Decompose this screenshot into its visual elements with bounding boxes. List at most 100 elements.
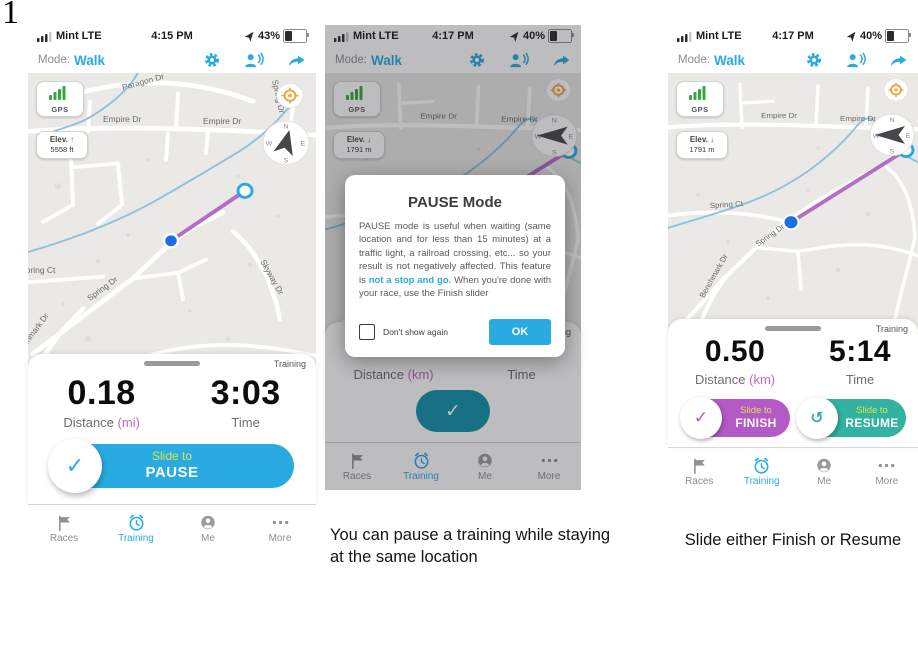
finish-text: FINISH <box>735 415 777 430</box>
ok-button[interactable]: OK <box>489 319 551 345</box>
slide-to-finish-slider[interactable]: ✓ Slide to FINISH <box>680 397 790 439</box>
cellular-signal-icon <box>677 31 692 42</box>
tab-training-label: Training <box>743 475 780 487</box>
drag-handle[interactable] <box>765 326 821 331</box>
elev-value: 1791 m <box>346 145 372 154</box>
slide-to-text: Slide to <box>856 404 888 416</box>
voice-coach-icon[interactable] <box>244 52 264 69</box>
mode-label: Mode: <box>38 54 70 66</box>
location-arrow-icon <box>846 31 856 42</box>
elevation-badge: Elev. ↓ 1791 m <box>676 131 728 159</box>
settings-gear-icon[interactable] <box>805 51 823 69</box>
resume-history-icon: ↺ <box>810 410 824 427</box>
battery-percent: 43% <box>257 30 280 42</box>
slide-to-resume-slider[interactable]: ↺ Slide to RESUME <box>796 397 906 439</box>
training-bottom-sheet: Training 0.18 Distance (mi) 3:03 Time Sl… <box>28 354 316 504</box>
alarm-clock-icon <box>414 452 428 469</box>
elev-up-arrow-icon: ↑ <box>70 135 75 144</box>
mode-value-walk[interactable]: Walk <box>713 52 745 68</box>
compass-w: W <box>873 133 880 140</box>
dialog-body-text: PAUSE mode is useful when waiting (same … <box>359 221 551 286</box>
share-arrow-icon[interactable] <box>889 52 908 68</box>
dont-show-again-label: Don't show again <box>383 327 448 337</box>
locate-button[interactable] <box>545 78 572 102</box>
tab-training-label: Training <box>118 532 154 544</box>
route-line <box>169 189 247 243</box>
tab-races-label: Races <box>49 532 79 544</box>
compass-s: S <box>890 149 895 156</box>
tab-bar: Races Training Me More <box>325 442 581 490</box>
street-label-spring-ct: Spring Ct <box>709 199 744 210</box>
share-arrow-icon[interactable] <box>287 52 306 68</box>
street-label-empire-2: Empire Dr <box>501 115 538 124</box>
more-dots-icon <box>272 520 288 524</box>
tab-more[interactable]: More <box>517 443 581 490</box>
status-bar: Mint LTE 4:17 PM 40% <box>668 25 918 47</box>
compass-n: N <box>889 117 894 124</box>
location-arrow-icon <box>244 31 254 42</box>
tab-me[interactable]: Me <box>453 443 517 490</box>
settings-gear-icon[interactable] <box>468 51 486 69</box>
route-end-circle <box>236 182 254 199</box>
check-icon: ✓ <box>693 408 709 427</box>
pause-slider-knob[interactable]: ✓ <box>48 439 102 493</box>
tab-more-label: More <box>537 470 561 482</box>
tab-more[interactable]: More <box>244 505 316 552</box>
voice-coach-icon[interactable] <box>509 52 529 69</box>
finish-slider-knob[interactable]: ✓ <box>680 397 722 439</box>
mode-value-walk[interactable]: Walk <box>73 52 105 68</box>
route-line <box>789 148 908 224</box>
dont-show-again-checkbox[interactable] <box>359 324 375 340</box>
slide-to-text: Slide to <box>740 404 772 416</box>
alarm-clock-icon <box>754 457 769 474</box>
tab-me-label: Me <box>817 475 832 487</box>
tab-me[interactable]: Me <box>793 448 856 495</box>
compass[interactable]: N W E S <box>869 113 915 157</box>
slide-to-pause-slider[interactable]: Slide to PAUSE ✓ <box>48 439 294 493</box>
collapsed-slider-button[interactable]: ✓ <box>416 390 490 432</box>
settings-gear-icon[interactable] <box>203 51 221 69</box>
flag-icon <box>351 453 363 469</box>
elev-down-arrow-icon: ↓ <box>367 135 372 144</box>
tab-more[interactable]: More <box>856 448 918 495</box>
compass[interactable]: N W E S <box>262 120 310 165</box>
tab-races[interactable]: Races <box>28 505 100 552</box>
map-view[interactable]: Paragon Dr Empire Dr Empire Dr Spring Dr… <box>28 73 316 368</box>
gps-bars-icon <box>346 86 363 100</box>
dialog-title: PAUSE Mode <box>408 194 502 211</box>
cellular-signal-icon <box>334 31 349 42</box>
tab-races[interactable]: Races <box>668 448 731 495</box>
drag-handle[interactable] <box>144 361 200 366</box>
tab-races[interactable]: Races <box>325 443 389 490</box>
locate-button[interactable] <box>276 82 304 109</box>
locate-button[interactable] <box>883 78 909 102</box>
resume-slider-knob[interactable]: ↺ <box>796 397 838 439</box>
caption-finish-resume: Slide either Finish or Resume <box>684 531 902 549</box>
distance-value: 0.50 <box>704 335 766 368</box>
map-view[interactable]: Empire Dr Empire Dr Spring Ct Spring Dr … <box>668 73 918 333</box>
tab-training-label: Training <box>403 470 439 482</box>
street-label-empire-1: Empire Dr <box>761 111 797 120</box>
mode-value-walk[interactable]: Walk <box>370 52 402 68</box>
gps-signal-badge: GPS <box>676 81 724 117</box>
compass-s: S <box>284 158 289 165</box>
tab-races-label: Races <box>342 470 372 482</box>
compass[interactable]: N W E S <box>531 114 578 158</box>
tab-me[interactable]: Me <box>172 505 244 552</box>
mode-bar: Mode: Walk <box>325 47 581 73</box>
time-metric: 5:14 Time <box>829 337 891 388</box>
elev-value: 1791 m <box>689 145 715 154</box>
status-time: 4:17 PM <box>432 30 474 42</box>
mode-label: Mode: <box>335 54 367 66</box>
flag-icon <box>693 458 705 474</box>
battery-percent: 40% <box>522 30 545 42</box>
time-label: Time <box>507 367 536 382</box>
tab-me-label: Me <box>201 532 215 544</box>
tab-training[interactable]: Training <box>100 505 172 552</box>
share-arrow-icon[interactable] <box>552 52 571 68</box>
compass-needle <box>536 126 568 145</box>
voice-coach-icon[interactable] <box>846 52 866 69</box>
gps-label: GPS <box>348 105 366 114</box>
tab-training[interactable]: Training <box>389 443 453 490</box>
tab-training[interactable]: Training <box>731 448 794 495</box>
